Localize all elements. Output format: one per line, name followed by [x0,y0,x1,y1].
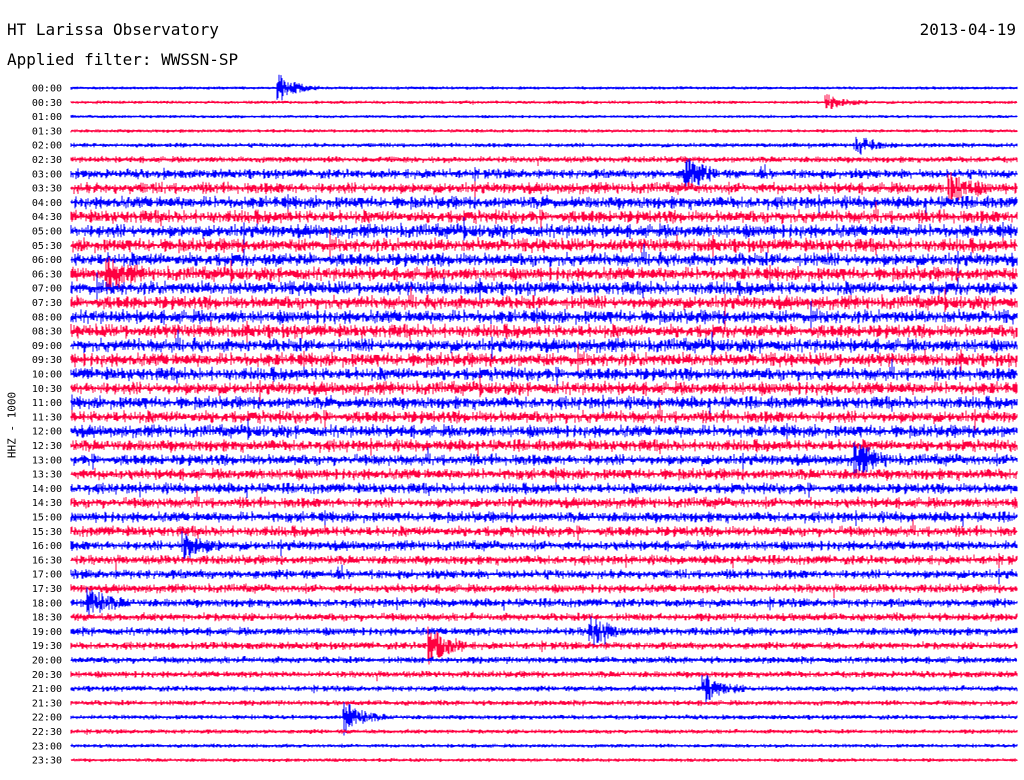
time-tick-label: 13:00 [32,455,62,466]
time-tick-label: 21:30 [32,698,62,709]
time-tick-label: 22:00 [32,713,62,724]
time-tick-label: 12:30 [32,441,62,452]
trace-1530 [70,519,1018,541]
time-tick-label: 14:30 [32,498,62,509]
time-tick-label: 12:00 [32,427,62,438]
time-tick-label: 01:00 [32,112,62,123]
time-tick-label: 16:00 [32,541,62,552]
time-tick-label: 06:00 [32,255,62,266]
time-tick-label: 16:30 [32,555,62,566]
trace-0030 [70,94,1018,109]
time-tick-label: 17:30 [32,584,62,595]
time-tick-label: 19:00 [32,627,62,638]
time-tick-label: 00:30 [32,98,62,109]
time-tick-label: 07:00 [32,284,62,295]
time-tick-label: 21:00 [32,684,62,695]
time-tick-label: 05:00 [32,227,62,238]
time-tick-label: 04:00 [32,198,62,209]
trace-0230 [70,155,1018,166]
time-tick-label: 23:30 [32,756,62,767]
time-tick-label: 06:30 [32,269,62,280]
trace-2100 [70,674,1018,705]
time-tick-label: 02:00 [32,141,62,152]
time-tick-label: 03:30 [32,184,62,195]
time-tick-label: 04:30 [32,212,62,223]
time-tick-labels: 00:00 00:30 01:00 01:30 02:00 02:30 03:00 03:30… [32,84,62,767]
trace-1400 [70,481,1018,498]
time-tick-label: 18:30 [32,613,62,624]
time-tick-label: 19:30 [32,641,62,652]
time-tick-label: 09:00 [32,341,62,352]
time-tick-label: 14:00 [32,484,62,495]
time-tick-label: 20:00 [32,656,62,667]
time-tick-label: 11:30 [32,412,62,423]
record-date: 2013-04-19 [919,20,1016,39]
time-tick-label: 07:30 [32,298,62,309]
trace-0800 [70,301,1018,330]
station-title: HT Larissa Observatory [7,20,219,39]
trace-2030 [70,670,1018,682]
time-tick-label: 01:30 [32,126,62,137]
time-tick-label: 02:30 [32,155,62,166]
time-tick-label: 10:00 [32,370,62,381]
time-tick-label: 11:00 [32,398,62,409]
time-tick-label: 10:30 [32,384,62,395]
time-tick-label: 08:30 [32,327,62,338]
time-tick-label: 00:00 [32,84,62,95]
time-tick-label: 17:00 [32,570,62,581]
time-tick-label: 15:00 [32,513,62,524]
trace-1330 [70,466,1018,485]
time-tick-label: 05:30 [32,241,62,252]
time-tick-label: 09:30 [32,355,62,366]
filter-label: Applied filter: WWSSN-SP [7,50,239,69]
time-tick-label: 23:00 [32,741,62,752]
time-tick-label: 18:00 [32,598,62,609]
time-tick-label: 03:00 [32,169,62,180]
trace-1730 [70,583,1018,599]
time-tick-label: 13:30 [32,470,62,481]
time-tick-label: 20:30 [32,670,62,681]
time-tick-label: 15:30 [32,527,62,538]
trace-1800 [70,587,1018,616]
trace-1100 [70,394,1018,415]
time-tick-label: 08:00 [32,312,62,323]
trace-0400 [70,194,1018,215]
trace-1630 [70,553,1018,571]
time-tick-label: 22:30 [32,727,62,738]
trace-1500 [70,510,1018,527]
seismic-traces [70,74,1018,763]
